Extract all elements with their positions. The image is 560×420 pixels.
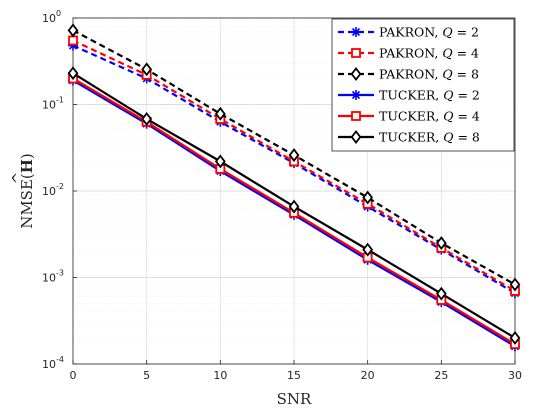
marker-diamond xyxy=(509,330,521,345)
legend-item: TUCKER, Q = 8 xyxy=(338,130,480,145)
marker-diamond xyxy=(350,67,362,81)
x-tick-label: 10 xyxy=(213,369,227,382)
legend-box xyxy=(331,18,515,152)
marker-diamond xyxy=(509,277,521,292)
y-tick-exponent: -2 xyxy=(56,182,64,191)
series-5 xyxy=(67,66,521,345)
y-axis-label-hat: ^ xyxy=(9,172,27,185)
legend-label: PAKRON, Q = 8 xyxy=(379,67,479,82)
marker-diamond xyxy=(141,112,153,126)
svg-text:NMSE(H): NMSE(H) xyxy=(18,153,36,229)
y-axis-label: NMSE(H) ^ xyxy=(9,153,36,229)
legend-label: TUCKER, Q = 8 xyxy=(379,130,480,145)
legend-item: PAKRON, Q = 2 xyxy=(338,25,479,40)
x-tick-label: 20 xyxy=(361,369,375,382)
y-tick-exponent: 0 xyxy=(56,9,61,18)
marker-asterisk xyxy=(351,90,361,100)
y-axis-label-main: NMSE( xyxy=(18,173,36,229)
legend-label: TUCKER, Q = 2 xyxy=(379,88,480,103)
legend-label: PAKRON, Q = 4 xyxy=(379,46,479,61)
y-tick-label: 10 xyxy=(42,185,56,198)
y-tick-exponent: -1 xyxy=(56,96,64,105)
marker-diamond xyxy=(67,23,79,38)
y-tick-label: 10 xyxy=(42,99,56,112)
x-tick-label: 5 xyxy=(143,369,150,382)
legend-item: TUCKER, Q = 4 xyxy=(338,109,480,124)
legend-item: PAKRON, Q = 8 xyxy=(338,67,479,82)
marker-diamond xyxy=(362,190,374,205)
legend-label: PAKRON, Q = 2 xyxy=(379,25,479,40)
legend-item: PAKRON, Q = 4 xyxy=(338,46,479,61)
x-tick-label: 30 xyxy=(508,369,522,382)
marker-square xyxy=(68,35,78,46)
marker-diamond xyxy=(435,286,447,301)
marker-diamond xyxy=(362,242,374,257)
x-tick-label: 25 xyxy=(434,369,448,382)
y-tick-label: 10 xyxy=(42,358,56,371)
marker-diamond xyxy=(350,130,362,144)
marker-diamond xyxy=(288,148,300,163)
x-tick-label: 15 xyxy=(287,369,301,382)
legend: PAKRON, Q = 2 PAKRON, Q = 4 PAKRON, Q = 8 T… xyxy=(331,18,515,152)
marker-diamond xyxy=(67,66,79,81)
marker-diamond xyxy=(141,62,153,77)
y-tick-label: 10 xyxy=(42,272,56,285)
y-tick-exponent: -4 xyxy=(56,355,64,364)
marker-diamond xyxy=(214,106,226,121)
marker-square xyxy=(351,111,361,121)
x-axis-label: SNR xyxy=(277,390,312,408)
marker-square xyxy=(351,48,361,58)
marker-diamond xyxy=(288,199,300,214)
marker-asterisk xyxy=(351,27,361,37)
marker-diamond xyxy=(214,154,226,169)
legend-label: TUCKER, Q = 4 xyxy=(379,109,480,124)
legend-item: TUCKER, Q = 2 xyxy=(338,88,480,103)
marker-diamond xyxy=(435,236,447,251)
series-layer xyxy=(67,23,521,352)
y-tick-label: 10 xyxy=(42,12,56,25)
y-tick-exponent: -3 xyxy=(56,269,64,278)
y-axis-label-symbol: H xyxy=(18,159,36,173)
series-2 xyxy=(67,23,521,292)
x-tick-label: 0 xyxy=(70,369,77,382)
y-axis-label-close: ) xyxy=(18,153,36,159)
